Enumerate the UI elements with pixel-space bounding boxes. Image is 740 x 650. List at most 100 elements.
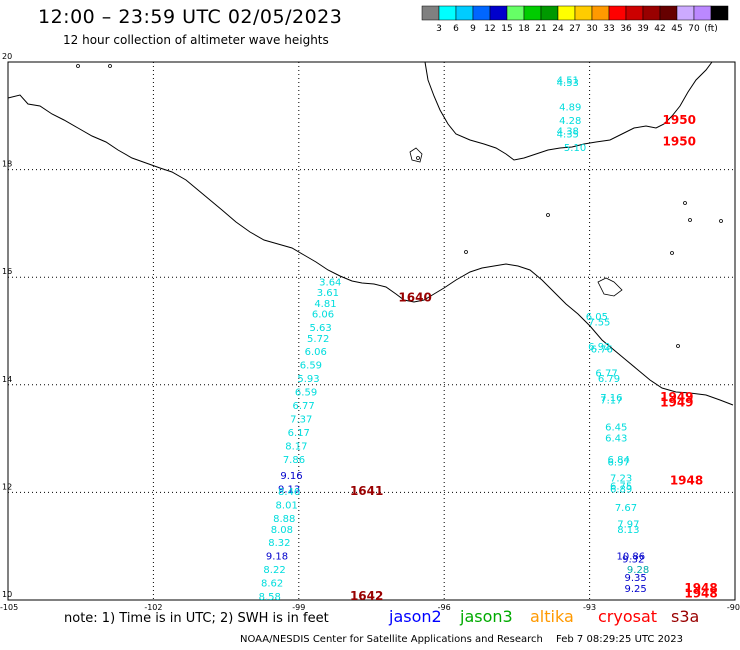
island-marker (719, 219, 723, 223)
pass-time-label: 1641 (350, 484, 383, 498)
gulf-coastline (424, 61, 713, 161)
credit-timestamp: Feb 7 08:29:25 UTC 2023 (556, 634, 684, 645)
island-marker (683, 201, 687, 205)
lat-tick-label: 12 (2, 482, 12, 491)
legend-swatch (489, 5, 508, 21)
color-legend: 3 6 9 12 15 18 21 24 27 30 33 36 39 42 45 70 (ft) (421, 5, 729, 34)
island-marker (688, 218, 692, 222)
legend-label: 21 (535, 24, 546, 34)
wave-height-value: 10.86 (616, 552, 645, 563)
wave-height-value: 8.22 (263, 565, 285, 576)
lon-tick-label: -102 (144, 603, 162, 612)
wave-height-value: 4.51 (557, 76, 579, 87)
legend-swatch (523, 5, 542, 21)
pass-time-label: 1950 (663, 113, 696, 127)
island-marker (670, 251, 674, 255)
satellite-jason3: jason3 (460, 607, 513, 626)
page-title: 12:00 – 23:59 UTC 02/05/2023 (38, 6, 343, 28)
legend-label: 45 (671, 24, 682, 34)
wave-height-value: 8.08 (271, 525, 293, 536)
lake-outline (409, 147, 423, 163)
lon-tick-label: -90 (727, 603, 740, 612)
wave-height-value: 6.77 (595, 369, 617, 380)
legend-label: 18 (518, 24, 530, 34)
legend-label: 27 (569, 24, 580, 34)
map-frame (7, 61, 736, 601)
wave-height-value: 7.67 (615, 503, 637, 514)
wave-height-value: 3.64 (319, 277, 341, 288)
wave-height-value: 8.58 (259, 592, 281, 603)
page-subtitle: 12 hour collection of altimeter wave hei… (63, 33, 329, 47)
wave-height-value: 6.05 (586, 312, 608, 323)
legend-swatch (710, 5, 729, 21)
satellite-altika: altika (530, 607, 574, 626)
wave-height-value: 6.79 (598, 374, 620, 385)
pass-time-label: 1948 (670, 473, 703, 487)
island-marker (108, 64, 112, 68)
altimeter-tracks: 4.514.53 4.89 4.284.384.35 5.10 3.643.614.81… (259, 76, 718, 603)
pass-time-label: 1642 (350, 589, 383, 603)
legend-swatch (591, 5, 610, 21)
legend-label: 3 (436, 24, 442, 34)
legend-label: 12 (484, 24, 495, 34)
legend-swatch (540, 5, 559, 21)
wave-height-value: 6.43 (605, 433, 627, 444)
pass-time-label: 1949 (660, 395, 693, 409)
pass-time-label: 1950 (663, 134, 696, 148)
wave-height-value: 9.32 (622, 554, 644, 565)
wave-height-value: 6.89 (610, 484, 632, 495)
legend-label: 33 (603, 24, 614, 34)
legend-swatch (693, 5, 712, 21)
wave-height-value: 9.25 (625, 584, 647, 595)
wave-height-value: 4.89 (559, 102, 581, 113)
wave-height-value: 7.97 (617, 519, 639, 530)
satellite-s3a: s3a (671, 607, 700, 626)
legend-label: 30 (586, 24, 598, 34)
map-axes: 20 18 16 14 12 10 -105 -102 -99 -96 -93 -90 (0, 52, 740, 612)
wave-height-value: 5.93 (297, 374, 319, 385)
legend-label: 39 (637, 24, 649, 34)
wave-height-value: 6.59 (295, 388, 317, 399)
legend-label: 24 (552, 24, 564, 34)
wave-height-value: 7.37 (290, 414, 312, 425)
lat-tick-label: 10 (2, 590, 12, 599)
lat-tick-label: 20 (2, 52, 12, 61)
wave-height-value: 7.86 (283, 455, 305, 466)
coastline (7, 61, 734, 406)
legend-swatch (421, 5, 440, 21)
lon-tick-label: -105 (0, 603, 18, 612)
pass-time-label: 1948 (684, 581, 717, 595)
wave-height-value: 5.72 (307, 334, 329, 345)
satellite-cryosat: cryosat (598, 607, 658, 626)
wave-height-value: 8.01 (276, 501, 298, 512)
wave-height-value: 6.06 (312, 310, 334, 321)
legend-swatch (472, 5, 491, 21)
legend-swatch (455, 5, 474, 21)
island-marker (76, 64, 80, 68)
wave-height-value: 8.17 (285, 441, 307, 452)
wave-height-value: 9.16 (280, 471, 302, 482)
wave-height-value: 8.13 (617, 525, 639, 536)
wave-height-value: 9.18 (266, 552, 288, 563)
wave-height-value: 6.77 (293, 401, 315, 412)
wave-height-value: 8.32 (268, 538, 290, 549)
wave-height-value: 6.76 (591, 345, 613, 356)
legend-label: 36 (620, 24, 632, 34)
wave-height-value: 4.53 (557, 78, 579, 89)
wave-height-value: 5.63 (309, 323, 331, 334)
legend-label: 42 (654, 24, 665, 34)
wave-height-value: 4.81 (314, 299, 336, 310)
legend-swatch (659, 5, 678, 21)
pass-time-label: 1949 (660, 390, 693, 404)
lat-tick-label: 16 (2, 267, 12, 276)
lat-tick-label: 18 (2, 160, 12, 169)
island-marker (546, 213, 550, 217)
credit-org: NOAA/NESDIS Center for Satellite Applica… (240, 634, 543, 645)
legend-label: 15 (501, 24, 512, 34)
wave-height-value: 9.13 (278, 484, 300, 495)
legend-swatch (642, 5, 661, 21)
wave-height-value: 8.62 (261, 579, 283, 590)
legend-swatch (438, 5, 457, 21)
wave-height-value: 6.75 (610, 482, 632, 493)
footer-note: note: 1) Time is in UTC; 2) SWH is in fe… (64, 611, 329, 626)
